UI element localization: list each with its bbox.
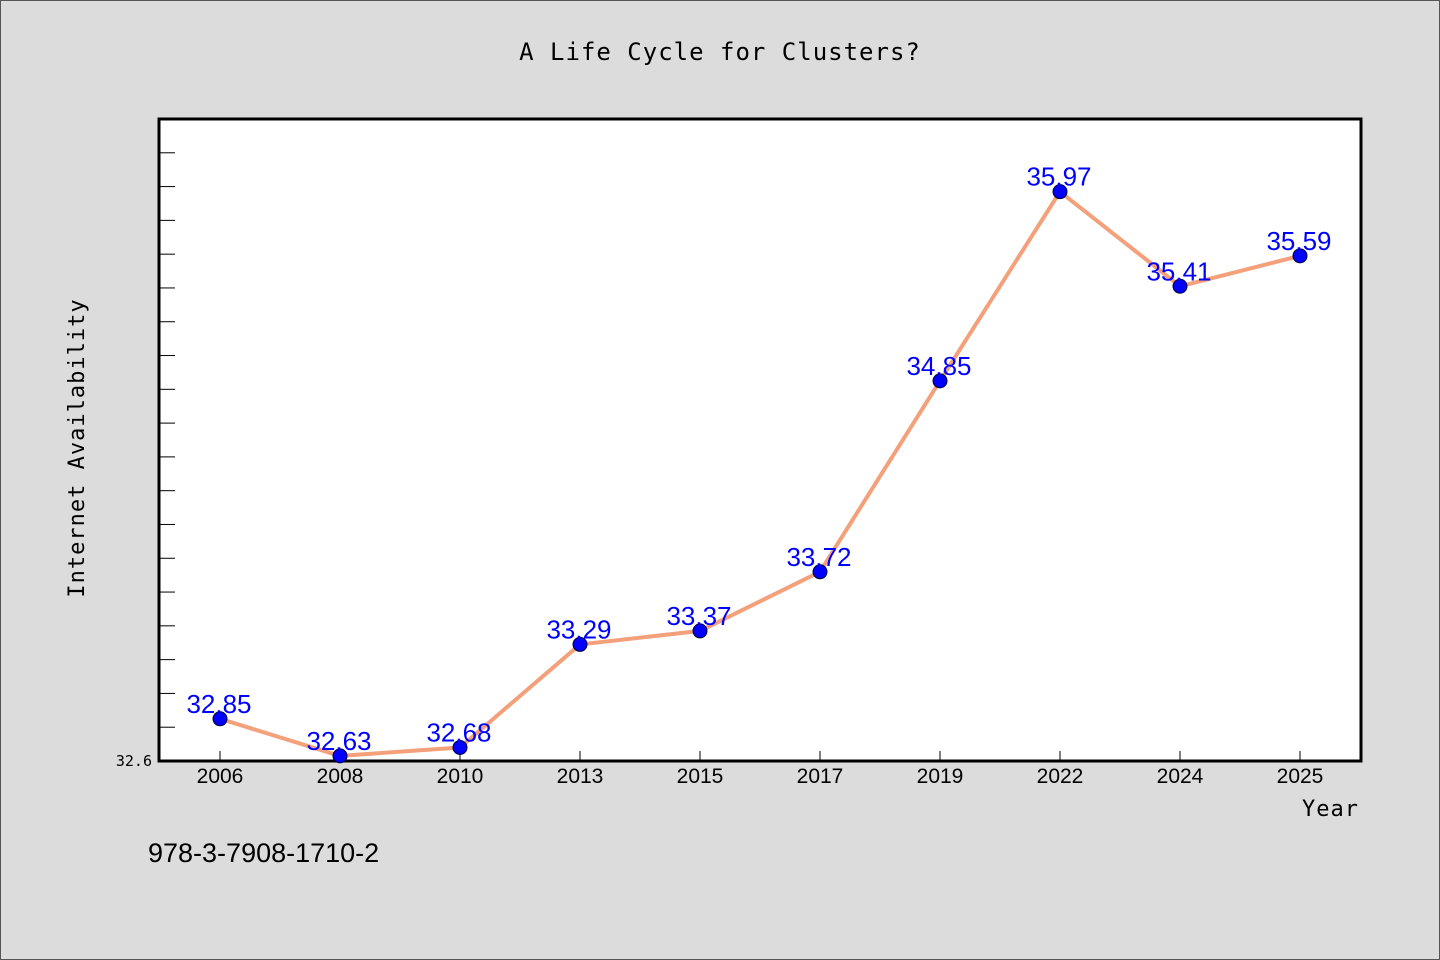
series-line: [219, 189, 1301, 758]
data-label: 32.68: [426, 717, 491, 747]
data-point: [332, 748, 348, 764]
x-tick-label: 2013: [557, 765, 604, 788]
data-label: 32.63: [306, 726, 371, 756]
x-axis-ticks: 2006 2008 2010 2013 2015 2017 2019 2022 2024 2025: [197, 751, 1324, 788]
x-tick-label: 2015: [677, 765, 724, 788]
data-label: 33.72: [786, 542, 851, 572]
data-label: 35.97: [1026, 162, 1091, 192]
x-axis-label: Year: [1302, 797, 1359, 822]
data-point: [812, 564, 828, 580]
data-point: [212, 711, 228, 727]
x-tick-label: 2022: [1037, 765, 1084, 788]
plot-area: [157, 117, 1363, 763]
data-point: [1292, 248, 1308, 264]
data-point: [932, 373, 948, 389]
y-axis-minor-ticks: [159, 152, 175, 728]
data-label: 33.37: [666, 601, 731, 631]
data-point: [692, 623, 708, 639]
x-tick-label: 2010: [437, 765, 484, 788]
x-tick-label: 2006: [197, 765, 244, 788]
data-label: 34.85: [906, 351, 971, 381]
data-label: 32.85: [186, 689, 251, 719]
x-tick-label: 2017: [797, 765, 844, 788]
y-axis-label: Internet Availability: [65, 298, 90, 597]
data-point: [1052, 184, 1068, 200]
isbn-footer-text: 978-3-7908-1710-2: [148, 838, 379, 868]
data-label: 35.59: [1266, 226, 1331, 256]
data-point: [452, 739, 468, 755]
x-tick-label: 2024: [1157, 765, 1204, 788]
x-tick-label: 2019: [917, 765, 964, 788]
data-series: 32.85 32.63 32.68 33.29 33.37 33.72 34.85 35.97…: [186, 162, 1332, 764]
data-label: 33.29: [546, 614, 611, 644]
x-tick-label: 2025: [1277, 765, 1324, 788]
x-tick-label: 2008: [317, 765, 364, 788]
data-point: [572, 636, 588, 652]
data-label: 35.41: [1146, 256, 1211, 286]
chart-title: A Life Cycle for Clusters?: [519, 38, 921, 66]
data-point: [1172, 278, 1188, 294]
y-tick-label: 32.6: [116, 752, 152, 770]
